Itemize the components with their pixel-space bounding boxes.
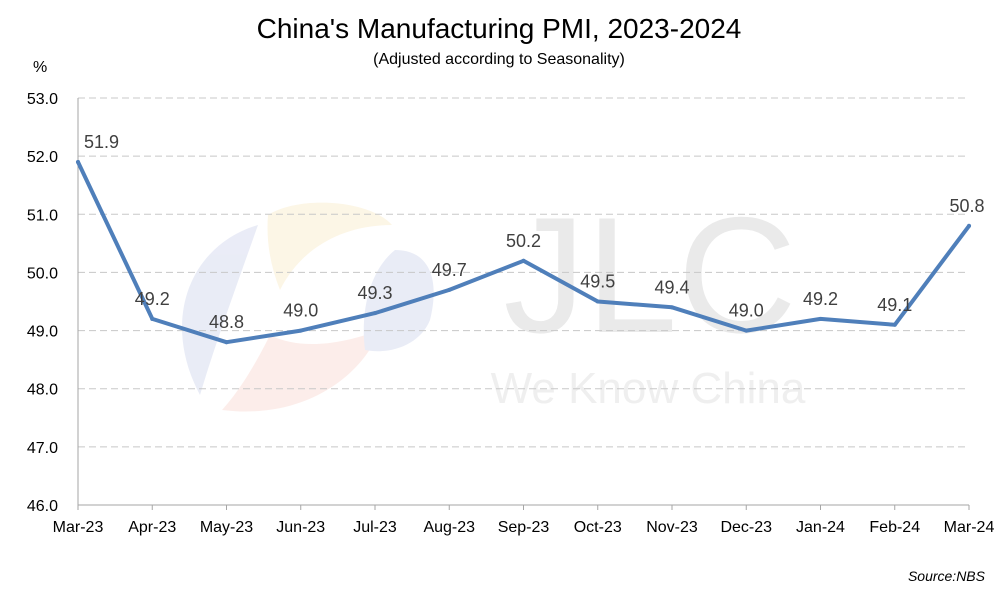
data-label: 49.0: [729, 301, 764, 321]
data-point: [595, 299, 600, 304]
data-point: [967, 223, 971, 228]
data-label: 49.2: [803, 289, 838, 309]
data-point: [892, 322, 897, 327]
data-label: 49.2: [135, 289, 170, 309]
x-tick-label: Nov-23: [646, 519, 698, 536]
data-point: [521, 258, 526, 263]
data-point: [76, 159, 80, 164]
data-point: [224, 340, 229, 345]
x-tick-label: Mar-23: [53, 519, 104, 536]
data-point: [150, 316, 155, 321]
y-tick-label: 47.0: [27, 440, 58, 457]
y-tick-label: 51.0: [27, 207, 58, 224]
data-label: 49.3: [357, 283, 392, 303]
x-tick-label: Feb-24: [869, 519, 920, 536]
y-axis-unit: %: [33, 59, 47, 76]
y-tick-label: 49.0: [27, 324, 58, 341]
data-labels: 51.9 49.2 48.8 49.0 49.3 49.7 50.2 49.5 49.4 49.0…: [84, 132, 985, 332]
data-point: [373, 311, 377, 316]
x-tick-label: Mar-24: [944, 519, 995, 536]
y-tick-label: 48.0: [27, 382, 58, 399]
x-tick-label: Oct-23: [574, 519, 622, 536]
data-label: 50.8: [949, 196, 984, 216]
data-point: [670, 305, 674, 310]
chart-subtitle: (Adjusted according to Seasonality): [373, 51, 625, 68]
watermark-logo: JLC We Know China: [182, 183, 806, 413]
x-tick-label: Dec-23: [720, 519, 772, 536]
data-point: [298, 328, 303, 333]
y-tick-label: 52.0: [27, 149, 58, 166]
y-tick-labels: 46.0 47.0 48.0 49.0 50.0 51.0 52.0 53.0: [27, 91, 58, 515]
x-tick-labels: Mar-23 Apr-23 May-23 Jun-23 Jul-23 Aug-23 Sep-…: [53, 519, 995, 536]
data-label: 48.8: [209, 312, 244, 332]
data-label: 49.0: [283, 301, 318, 321]
x-tick-label: Apr-23: [128, 519, 176, 536]
watermark-tagline: We Know China: [491, 364, 806, 413]
data-label: 49.7: [432, 260, 467, 280]
data-points: [76, 159, 971, 345]
data-label: 51.9: [84, 132, 119, 152]
data-point: [818, 316, 823, 321]
chart-title: China's Manufacturing PMI, 2023-2024: [257, 13, 742, 44]
x-tick-label: Jun-23: [276, 519, 325, 536]
data-point: [744, 328, 749, 333]
y-tick-label: 46.0: [27, 498, 58, 515]
data-label: 49.5: [580, 272, 615, 292]
x-tick-label: Aug-23: [423, 519, 475, 536]
y-tick-label: 53.0: [27, 91, 58, 108]
x-tick-label: Jan-24: [796, 519, 845, 536]
data-label: 49.4: [654, 277, 689, 297]
data-label: 49.1: [877, 295, 912, 315]
x-tick-label: Jul-23: [353, 519, 397, 536]
grid-lines: [78, 97, 969, 448]
x-tick-label: May-23: [200, 519, 253, 536]
source-note: Source:NBS: [908, 568, 986, 584]
data-label: 50.2: [506, 231, 541, 251]
data-point: [447, 287, 452, 292]
x-tick-label: Sep-23: [498, 519, 550, 536]
y-tick-label: 50.0: [27, 265, 58, 282]
